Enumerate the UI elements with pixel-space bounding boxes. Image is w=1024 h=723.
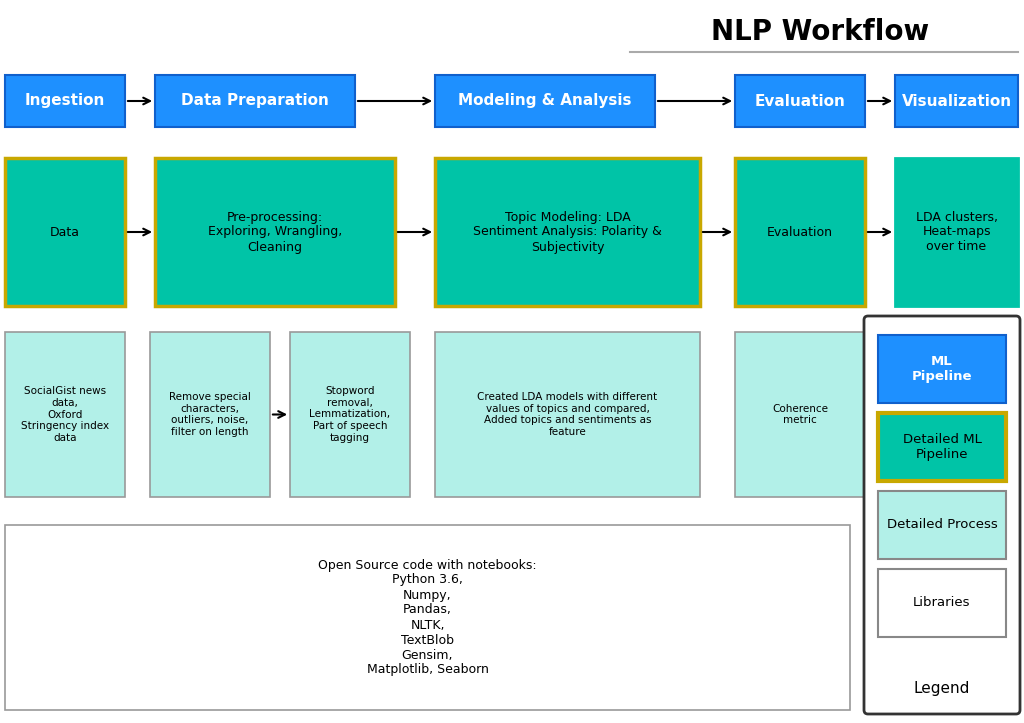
Text: Open Source code with notebooks:
Python 3.6,
Numpy,
Pandas,
NLTK,
TextBlob
Gensi: Open Source code with notebooks: Python … (318, 558, 537, 677)
Text: Data: Data (50, 226, 80, 239)
Bar (290, 332, 410, 497)
Bar (5, 75, 125, 127)
Bar (735, 332, 865, 497)
Text: Created LDA models with different
values of topics and compared,
Added topics an: Created LDA models with different values… (477, 392, 657, 437)
Text: ML
Pipeline: ML Pipeline (911, 355, 972, 383)
Bar (435, 332, 700, 497)
Text: Legend: Legend (913, 680, 970, 696)
Text: Modeling & Analysis: Modeling & Analysis (459, 93, 632, 108)
Text: Detailed Process: Detailed Process (887, 518, 997, 531)
Bar (155, 75, 355, 127)
Bar (878, 491, 1006, 559)
Text: LDA clusters,
Heat-maps
over time: LDA clusters, Heat-maps over time (915, 210, 997, 254)
FancyBboxPatch shape (864, 316, 1020, 714)
Text: Stopword
removal,
Lemmatization,
Part of speech
tagging: Stopword removal, Lemmatization, Part of… (309, 386, 390, 442)
Bar (5, 332, 125, 497)
Bar (5, 158, 125, 306)
Bar (435, 75, 655, 127)
Bar (5, 525, 850, 710)
Text: Visualization: Visualization (901, 93, 1012, 108)
Bar (735, 75, 865, 127)
Text: Libraries: Libraries (913, 596, 971, 609)
Text: NLP Workflow: NLP Workflow (711, 18, 929, 46)
Text: Pre-processing:
Exploring, Wrangling,
Cleaning: Pre-processing: Exploring, Wrangling, Cl… (208, 210, 342, 254)
Text: SocialGist news
data,
Oxford
Stringency index
data: SocialGist news data, Oxford Stringency … (20, 386, 110, 442)
Bar (878, 335, 1006, 403)
Bar (735, 158, 865, 306)
Bar (435, 158, 700, 306)
Bar (155, 158, 395, 306)
Text: Topic Modeling: LDA
Sentiment Analysis: Polarity &
Subjectivity: Topic Modeling: LDA Sentiment Analysis: … (473, 210, 662, 254)
Text: Ingestion: Ingestion (25, 93, 105, 108)
Text: Remove special
characters,
outliers, noise,
filter on length: Remove special characters, outliers, noi… (169, 392, 251, 437)
Text: Coherence
metric: Coherence metric (772, 403, 828, 425)
Bar (150, 332, 270, 497)
Bar (878, 569, 1006, 637)
Bar (895, 75, 1018, 127)
Text: Evaluation: Evaluation (755, 93, 846, 108)
Bar (895, 158, 1018, 306)
Text: Evaluation: Evaluation (767, 226, 833, 239)
Text: Detailed ML
Pipeline: Detailed ML Pipeline (902, 433, 981, 461)
Text: Data Preparation: Data Preparation (181, 93, 329, 108)
Bar (878, 413, 1006, 481)
